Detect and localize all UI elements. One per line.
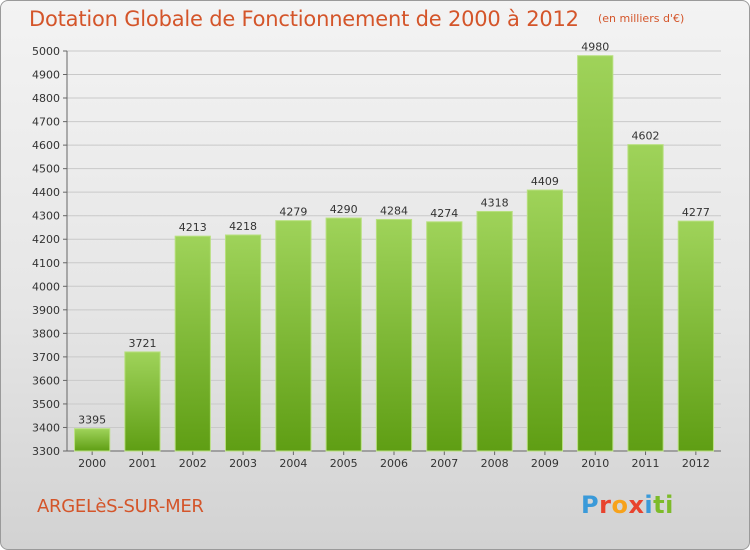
logo-letter: o bbox=[611, 491, 629, 519]
bar-value-label: 4290 bbox=[330, 203, 358, 216]
bar-value-label: 4213 bbox=[179, 221, 207, 234]
logo-letter: P bbox=[581, 491, 600, 519]
bar-value-label: 4277 bbox=[682, 206, 710, 219]
y-tick-label: 3500 bbox=[32, 398, 60, 411]
logo-letter: r bbox=[599, 491, 612, 519]
y-tick-label: 3700 bbox=[32, 351, 60, 364]
y-tick-label: 4600 bbox=[32, 139, 60, 152]
proxiti-logo[interactable]: Proxiti bbox=[581, 491, 674, 519]
x-tick-label: 2007 bbox=[430, 457, 458, 470]
x-tick-label: 2002 bbox=[179, 457, 207, 470]
y-tick-label: 3300 bbox=[32, 445, 60, 458]
chart-unit-label: (en milliers d'€) bbox=[597, 12, 685, 25]
bar bbox=[627, 144, 664, 452]
x-tick-label: 2005 bbox=[330, 457, 358, 470]
x-tick-label: 2004 bbox=[279, 457, 307, 470]
y-tick-label: 5000 bbox=[32, 45, 60, 58]
bar-value-label: 4980 bbox=[581, 41, 609, 54]
x-tick-label: 2003 bbox=[229, 457, 257, 470]
y-tick-label: 3800 bbox=[32, 327, 60, 340]
bar-value-label: 4409 bbox=[531, 175, 559, 188]
bar-value-label: 4279 bbox=[279, 206, 307, 219]
x-tick-label: 2006 bbox=[380, 457, 408, 470]
bar-value-label: 4218 bbox=[229, 220, 257, 233]
x-tick-label: 2000 bbox=[78, 457, 106, 470]
logo-letter: t bbox=[653, 491, 666, 519]
y-tick-label: 4200 bbox=[32, 233, 60, 246]
bar bbox=[275, 220, 312, 452]
bar bbox=[577, 55, 614, 452]
y-tick-label: 4400 bbox=[32, 186, 60, 199]
bar bbox=[476, 210, 513, 452]
y-tick-label: 4700 bbox=[32, 116, 60, 129]
bar bbox=[526, 189, 564, 452]
logo-letter: i bbox=[644, 491, 654, 519]
bar bbox=[375, 218, 413, 452]
y-tick-label: 4500 bbox=[32, 163, 60, 176]
bars bbox=[74, 55, 714, 452]
x-tick-label: 2012 bbox=[682, 457, 710, 470]
y-tick-label: 3900 bbox=[32, 304, 60, 317]
bar-value-label: 3721 bbox=[128, 337, 156, 350]
bar-value-label: 4274 bbox=[430, 207, 458, 220]
logo-letter: x bbox=[628, 491, 645, 519]
commune-name: ARGELèS-SUR-MER bbox=[37, 496, 204, 517]
x-tick-label: 2010 bbox=[581, 457, 609, 470]
x-tick-label: 2008 bbox=[481, 457, 509, 470]
bar bbox=[224, 234, 262, 452]
bar-value-label: 4318 bbox=[481, 196, 509, 209]
bar-value-label: 4602 bbox=[632, 130, 660, 143]
x-tick-label: 2011 bbox=[632, 457, 660, 470]
y-tick-label: 3600 bbox=[32, 374, 60, 387]
bar-value-label: 3395 bbox=[78, 414, 106, 427]
y-tick-label: 4100 bbox=[32, 257, 60, 270]
y-tick-label: 3400 bbox=[32, 421, 60, 434]
title-row: Dotation Globale de Fonctionnement de 20… bbox=[29, 7, 684, 31]
bar-value-label: 4284 bbox=[380, 204, 408, 217]
bar bbox=[174, 235, 211, 452]
x-tick-label: 2001 bbox=[128, 457, 156, 470]
bar bbox=[325, 217, 362, 452]
x-tick-label: 2009 bbox=[531, 457, 559, 470]
y-tick-label: 4800 bbox=[32, 92, 60, 105]
bar bbox=[677, 220, 714, 452]
bar bbox=[124, 351, 161, 452]
logo-letter: i bbox=[665, 491, 674, 519]
bar bbox=[426, 221, 463, 452]
y-tick-label: 4300 bbox=[32, 210, 60, 223]
bar bbox=[74, 428, 111, 452]
y-tick-label: 4900 bbox=[32, 69, 60, 82]
chart-title: Dotation Globale de Fonctionnement de 20… bbox=[29, 7, 579, 31]
labels: 3300 3400 3500 3600 3700 3800 3900 4000 4100 4200… bbox=[32, 41, 710, 470]
y-tick-label: 4000 bbox=[32, 280, 60, 293]
